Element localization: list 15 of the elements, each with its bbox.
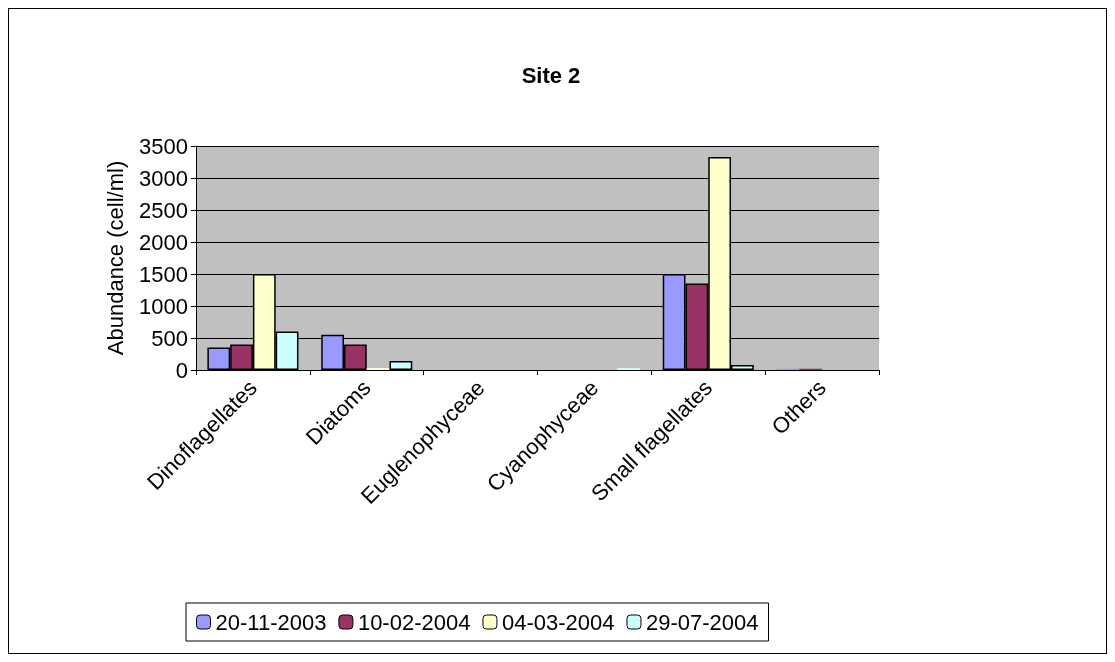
legend-label: 20-11-2003 [215, 609, 327, 635]
y-tick-label: 2000 [139, 229, 188, 255]
y-tick-label: 3000 [139, 165, 188, 191]
y-tick-label: 1500 [139, 261, 188, 287]
y-tick-label: 3500 [139, 133, 188, 159]
legend-label: 10-02-2004 [357, 609, 471, 635]
y-tick-label: 0 [175, 357, 188, 383]
y-axis-title: Abundance (cell/ml) [102, 160, 128, 356]
y-tick-label: 2500 [139, 197, 188, 223]
legend-label: 29-07-2004 [645, 609, 759, 635]
y-tick-label: 500 [151, 325, 188, 351]
legend-label: 04-03-2004 [501, 609, 615, 635]
bar [389, 361, 413, 370]
chart-title: Site 2 [521, 62, 581, 88]
y-tick-label: 1000 [139, 293, 188, 319]
